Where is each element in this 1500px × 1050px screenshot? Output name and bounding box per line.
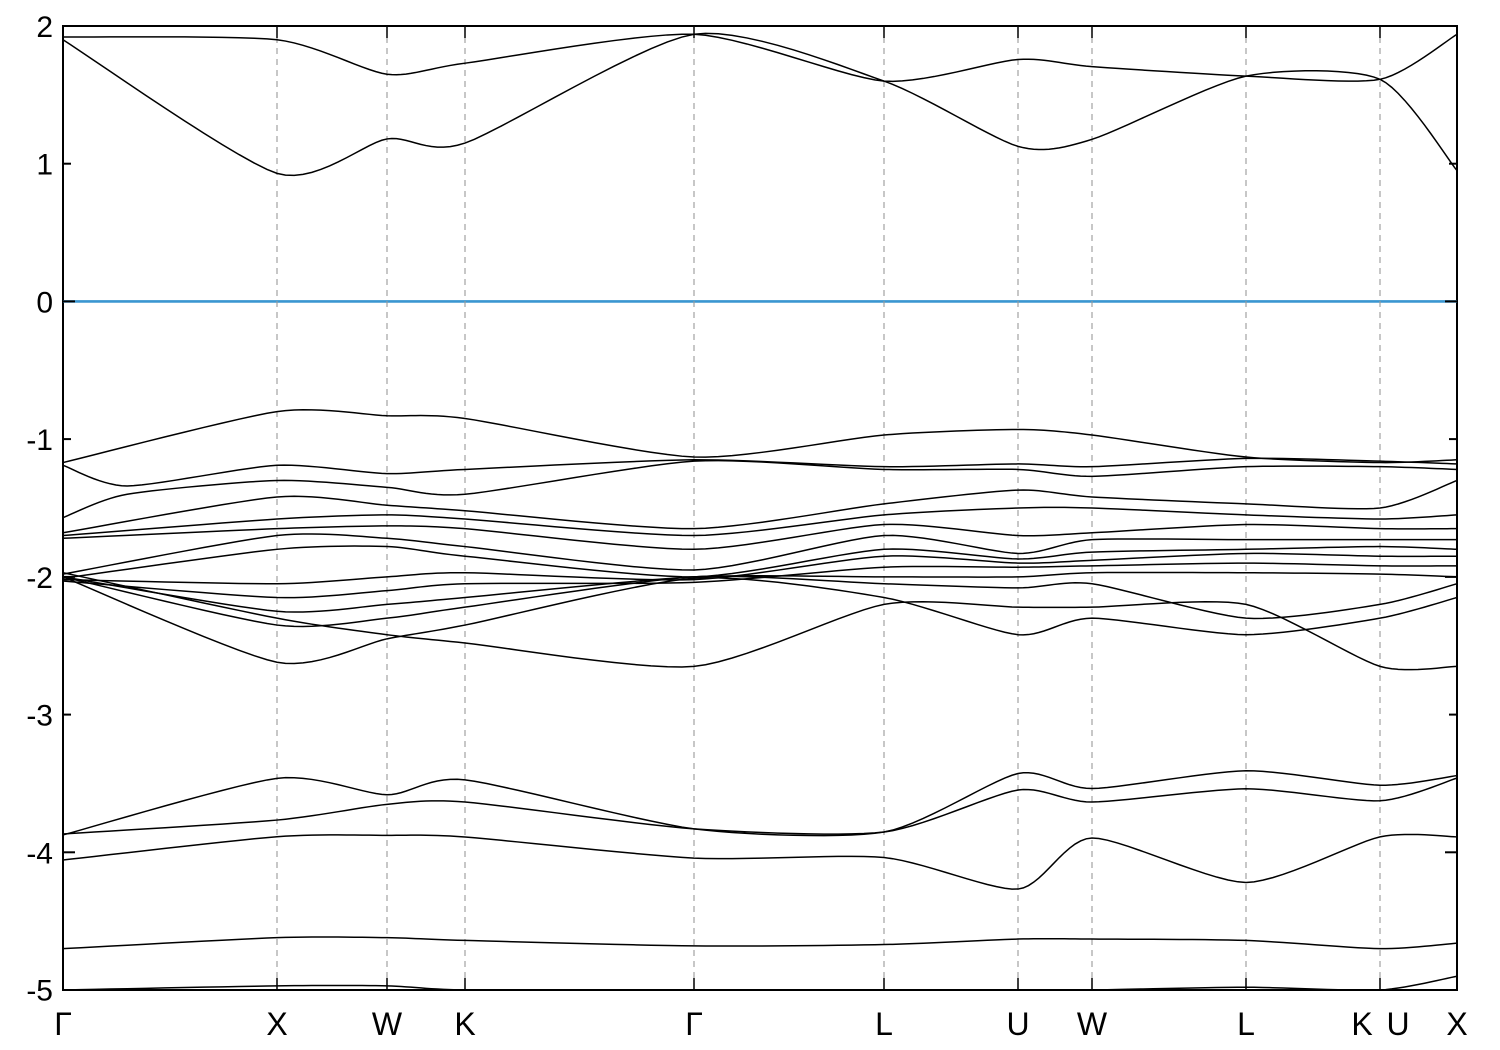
svg-text:L: L [875,1006,893,1042]
svg-text:-3: -3 [26,700,53,733]
svg-text:L: L [1237,1006,1255,1042]
svg-text:W: W [1077,1006,1108,1042]
svg-text:W: W [372,1006,403,1042]
svg-text:-5: -5 [26,975,53,1008]
svg-text:Γ: Γ [685,1006,703,1042]
svg-text:-2: -2 [26,562,53,595]
svg-text:K: K [454,1006,475,1042]
svg-text:U: U [1386,1006,1409,1042]
svg-text:0: 0 [36,286,53,319]
svg-text:U: U [1006,1006,1029,1042]
svg-text:X: X [1446,1006,1467,1042]
svg-text:1: 1 [36,149,53,182]
svg-text:K: K [1351,1006,1372,1042]
svg-text:Γ: Γ [54,1006,72,1042]
svg-text:X: X [266,1006,287,1042]
svg-text:-4: -4 [26,837,53,870]
svg-text:-1: -1 [26,424,53,457]
svg-text:2: 2 [36,11,53,44]
